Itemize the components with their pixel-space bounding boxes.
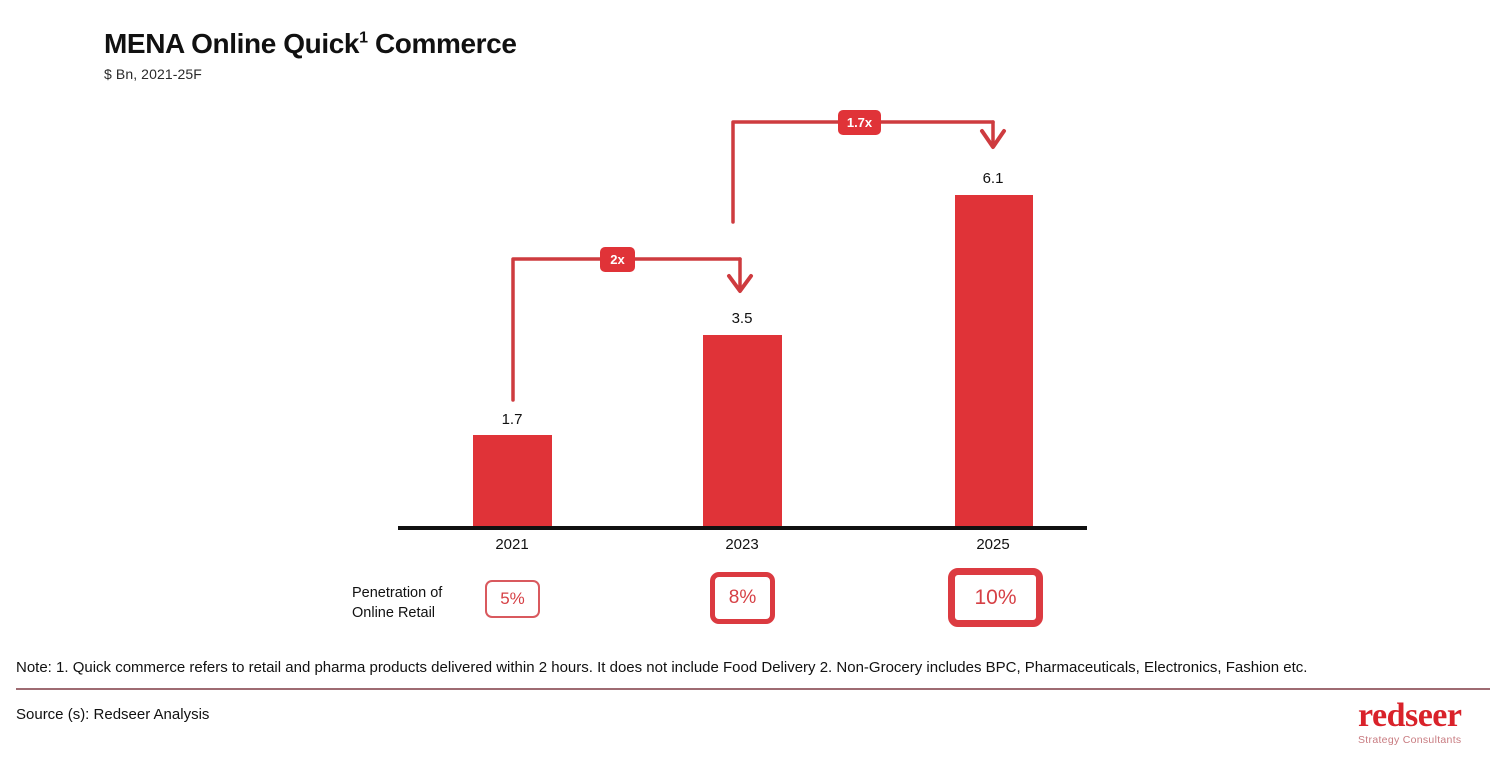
penetration-box-2023: 8% [710, 572, 775, 624]
bars-layer [473, 195, 1033, 528]
growth-badge-2023-2025: 1.7x [838, 110, 881, 135]
page-title-footnote-marker: 1 [359, 29, 368, 47]
chart-plot-area: 2x 1.7x 1.7 3.5 6.1 2021 2023 2025 Penet… [352, 110, 1087, 627]
logo-tagline: Strategy Consultants [1358, 734, 1462, 747]
bar-value-2021: 1.7 [501, 411, 523, 428]
page-title-main: MENA Online Quick [104, 28, 360, 59]
bar-2025 [955, 195, 1033, 528]
chart-subtitle: $ Bn, 2021-25F [104, 66, 202, 82]
x-tick-label-2025: 2025 [976, 536, 1010, 553]
page-title: MENA Online Quick1 Commerce [104, 28, 517, 60]
penetration-box-2025: 10% [948, 568, 1043, 627]
bar-2021 [473, 435, 552, 528]
penetration-label-line2: Online Retail [352, 604, 436, 621]
penetration-label-line1: Penetration of [352, 585, 443, 601]
bar-value-2023: 3.5 [731, 310, 753, 327]
chart-header: MENA Online Quick1 Commerce $ Bn, 2021-2… [104, 28, 517, 82]
redseer-logo: redseer Strategy Consultants [1358, 697, 1462, 747]
page-title-rest: Commerce [367, 28, 517, 59]
source-text: Source (s): Redseer Analysis [16, 706, 210, 723]
footer-divider [16, 688, 1490, 690]
growth-badge-2021-2023: 2x [600, 247, 635, 272]
x-tick-label-2021: 2021 [495, 536, 529, 553]
penetration-label: Penetration of Online Retail [352, 584, 482, 623]
bar-value-2025: 6.1 [982, 170, 1004, 187]
x-axis-line [398, 526, 1087, 530]
penetration-box-2021: 5% [485, 580, 540, 618]
x-tick-label-2023: 2023 [725, 536, 759, 553]
logo-wordmark: redseer [1358, 697, 1462, 734]
bar-2023 [703, 335, 782, 528]
footnote-text: Note: 1. Quick commerce refers to retail… [16, 659, 1308, 676]
